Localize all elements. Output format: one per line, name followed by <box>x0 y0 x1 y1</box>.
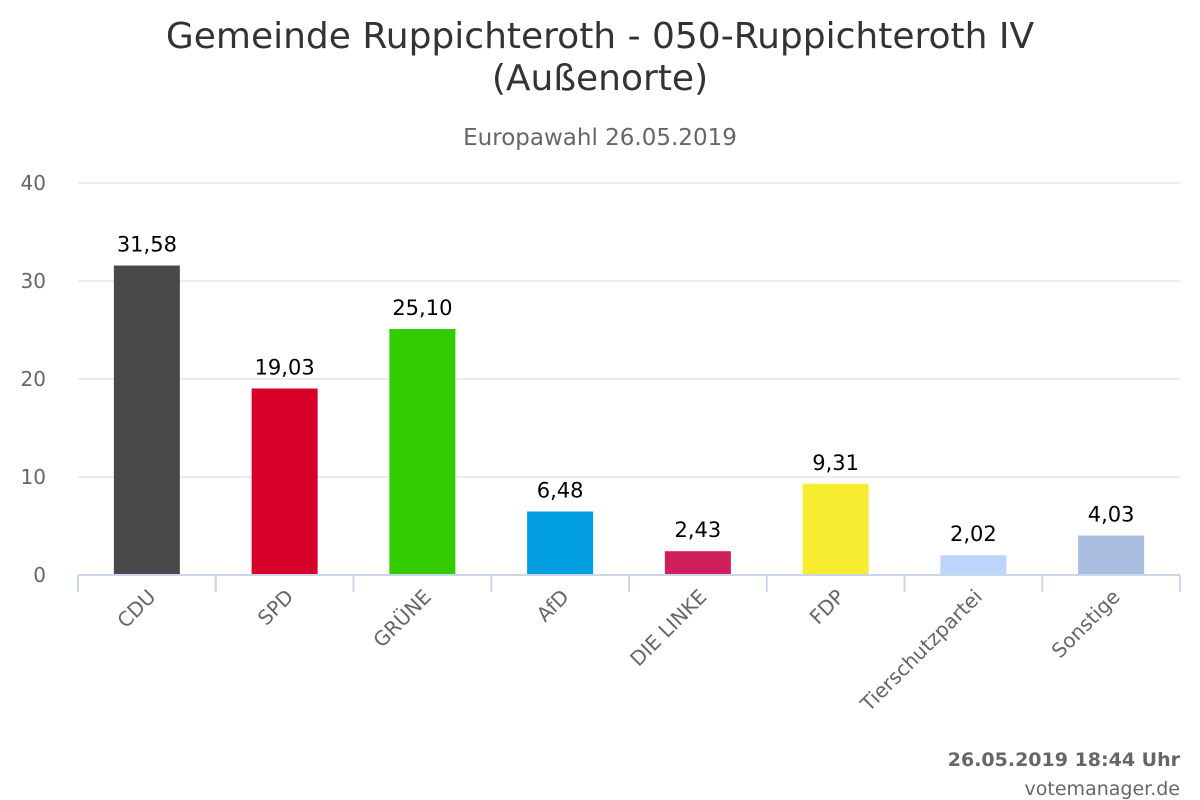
x-tick-label: Sonstige <box>1047 585 1125 663</box>
data-labels: 31,58 19,03 25,10 6,48 2,43 9,31 2,02 4,03 <box>117 233 1135 547</box>
chart-title-line1: Gemeinde Ruppichteroth - 050-Ruppichtero… <box>166 16 1035 57</box>
bar[interactable] <box>802 483 869 575</box>
bar-value-label: 4,03 <box>1088 503 1135 527</box>
bar[interactable] <box>940 555 1007 575</box>
bar-value-label: 6,48 <box>537 478 584 502</box>
bar-value-label: 2,43 <box>674 518 721 542</box>
bar[interactable] <box>251 388 318 575</box>
bar[interactable] <box>389 329 456 575</box>
x-axis <box>77 574 1181 592</box>
bar[interactable] <box>664 551 731 575</box>
y-tick-label: 0 <box>33 563 46 587</box>
bars <box>113 265 1145 575</box>
x-tick-label: CDU <box>112 585 160 633</box>
bar[interactable] <box>1078 535 1145 575</box>
chart-subtitle: Europawahl 26.05.2019 <box>463 125 737 151</box>
y-tick-label: 40 <box>21 171 46 195</box>
bar[interactable] <box>113 265 180 575</box>
bar-value-label: 9,31 <box>812 451 859 475</box>
bar-value-label: 19,03 <box>255 356 315 380</box>
x-axis-ticks: CDU SPD GRÜNE AfD DIE LINKE FDP Tierschutzpart… <box>112 585 1124 717</box>
x-tick-label: DIE LINKE <box>625 585 711 671</box>
chart-title-line2: (Außenorte) <box>492 58 708 99</box>
x-tick-label: SPD <box>253 585 298 630</box>
x-tick-label: Tierschutzpartei <box>855 585 987 717</box>
bar-value-label: 31,58 <box>117 233 177 257</box>
x-tick-label: AfD <box>532 585 574 627</box>
footer-timestamp: 26.05.2019 18:44 Uhr <box>948 749 1181 771</box>
y-tick-label: 10 <box>21 465 46 489</box>
y-tick-label: 20 <box>21 367 46 391</box>
y-axis-ticks: 0 10 20 30 40 <box>21 171 46 587</box>
bar-value-label: 2,02 <box>950 522 997 546</box>
footer-credit[interactable]: votemanager.de <box>1025 778 1180 800</box>
x-tick-label: GRÜNE <box>368 585 436 653</box>
y-tick-label: 30 <box>21 269 46 293</box>
gridlines <box>78 182 1180 478</box>
bar-value-label: 25,10 <box>392 296 452 320</box>
bar[interactable] <box>527 511 594 575</box>
x-tick-label: FDP <box>805 585 850 630</box>
